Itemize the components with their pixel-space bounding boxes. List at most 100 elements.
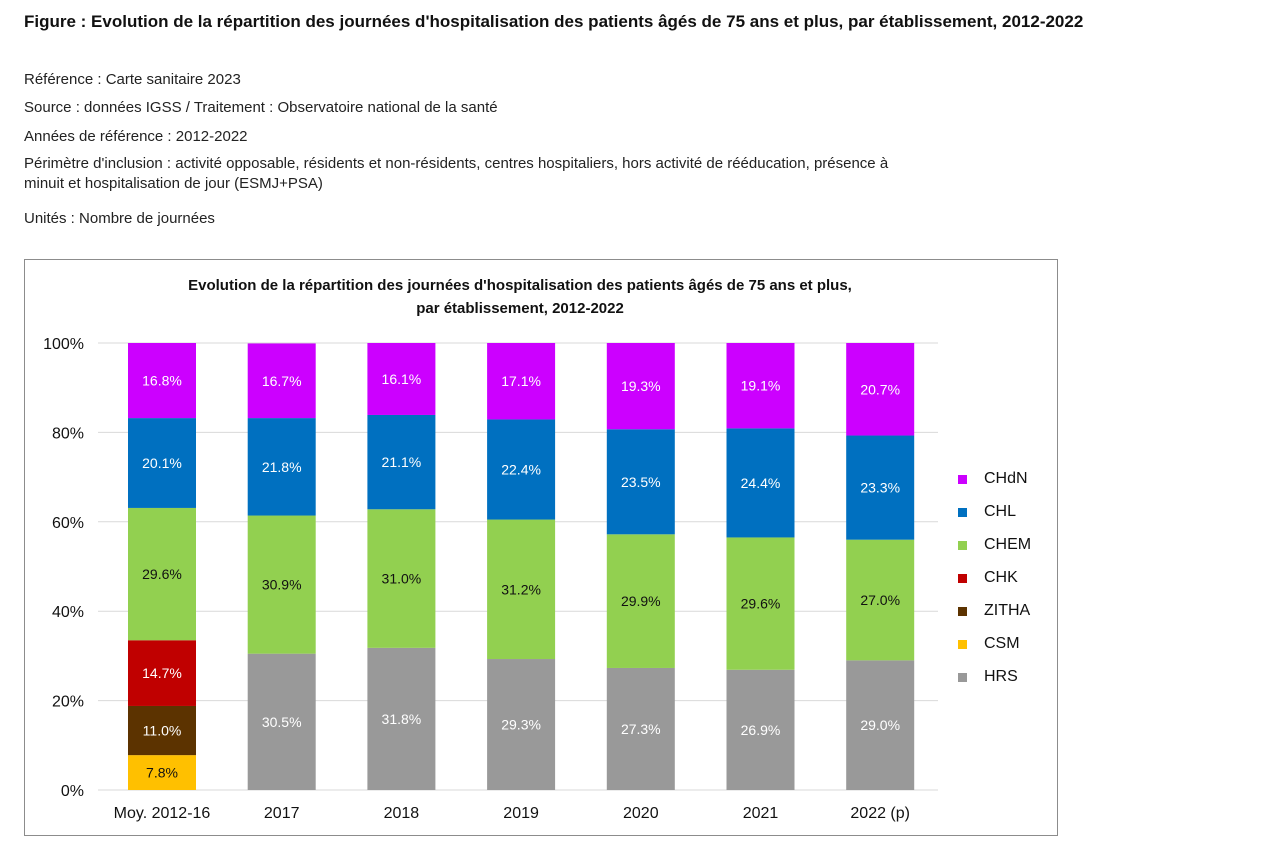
source-text: Source : données IGSS / Traitement : Obs…: [24, 99, 498, 116]
y-axis-ticks: 0% 20% 40% 60% 80% 100%: [43, 336, 84, 800]
perimeter-line-1: Périmètre d'inclusion : activité opposab…: [24, 155, 889, 172]
bar-chem-2022-p: [846, 539, 915, 661]
bar-chdn-2017: [247, 343, 316, 419]
bar-chem-2018: [367, 509, 436, 648]
data-label-hrs-2021: 26.9%: [741, 722, 781, 738]
x-tick-label-2021: 2021: [743, 805, 779, 822]
data-label-chdn-moy-2012-16: 16.8%: [142, 373, 182, 389]
legend-label-hrs: HRS: [984, 668, 1018, 685]
bar-chem-2020: [606, 534, 675, 668]
data-label-hrs-2019: 29.3%: [501, 717, 541, 733]
data-label-chdn-2022-p: 20.7%: [860, 381, 900, 397]
bar-chl-2019: [487, 419, 556, 520]
chart-title-line-2: par établissement, 2012-2022: [416, 300, 624, 317]
data-label-hrs-2022-p: 29.0%: [860, 717, 900, 733]
data-label-chl-2022-p: 23.3%: [860, 480, 900, 496]
data-label-chdn-2020: 19.3%: [621, 378, 661, 394]
legend-swatch-zitha: [958, 607, 967, 616]
reference-text: Référence : Carte sanitaire 2023: [24, 71, 241, 88]
legend-label-chem: CHEM: [984, 536, 1032, 553]
data-label-chl-moy-2012-16: 20.1%: [142, 455, 182, 471]
x-tick-label-moy-2012-16: Moy. 2012-16: [114, 805, 211, 822]
y-tick-label-20: 20%: [52, 694, 84, 711]
data-label-chem-moy-2012-16: 29.6%: [142, 566, 182, 582]
data-label-chdn-2021: 19.1%: [741, 378, 781, 394]
x-tick-label-2017: 2017: [264, 805, 300, 822]
bars: [128, 343, 915, 790]
data-label-chem-2017: 30.9%: [262, 577, 302, 593]
bar-hrs-2020: [606, 667, 675, 790]
data-label-chk-moy-2012-16: 14.7%: [142, 665, 182, 681]
bar-chl-moy-2012-16: [128, 418, 196, 508]
bar-csm-moy-2012-16: [128, 755, 196, 790]
x-axis-ticks: Moy. 2012-16 2017 2018 2019 2020 2021 2022 (p): [114, 805, 910, 822]
legend-swatch-chem: [958, 541, 967, 550]
perimeter-line-2: minuit et hospitalisation de jour (ESMJ+…: [24, 175, 323, 192]
y-tick-label-100: 100%: [43, 336, 84, 353]
data-label-chl-2018: 21.1%: [382, 454, 422, 470]
data-label-zitha-moy-2012-16: 11.0%: [143, 723, 182, 739]
data-label-chem-2022-p: 27.0%: [860, 592, 900, 608]
bar-chem-moy-2012-16: [128, 507, 196, 641]
bar-hrs-2017: [247, 653, 316, 790]
data-label-chdn-2017: 16.7%: [262, 373, 302, 389]
x-tick-label-2018: 2018: [384, 805, 420, 822]
data-label-chem-2020: 29.9%: [621, 593, 661, 609]
data-label-csm-moy-2012-16: 7.8%: [146, 765, 178, 781]
bar-chdn-2019: [487, 343, 556, 420]
bar-chl-2018: [367, 414, 436, 510]
x-tick-label-2022-p: 2022 (p): [850, 805, 910, 822]
bar-chl-2021: [726, 428, 795, 538]
bar-chdn-2022-p: [846, 343, 915, 436]
data-label-chdn-2018: 16.1%: [382, 371, 422, 387]
y-tick-label-40: 40%: [52, 604, 84, 621]
legend-label-zitha: ZITHA: [984, 602, 1031, 619]
bar-chl-2017: [247, 418, 316, 516]
data-label-hrs-2020: 27.3%: [621, 721, 661, 737]
legend-label-chl: CHL: [984, 503, 1017, 520]
bar-chem-2019: [487, 519, 556, 660]
bar-chdn-2020: [606, 343, 675, 430]
legend-swatch-csm: [958, 640, 967, 649]
perimeter-text: Périmètre d'inclusion : activité opposab…: [24, 154, 1124, 194]
legend-swatch-hrs: [958, 673, 967, 682]
bar-chdn-moy-2012-16: [128, 343, 196, 419]
bar-hrs-2022-p: [846, 660, 915, 790]
figure-title: Figure : Evolution de la répartition des…: [24, 12, 1084, 31]
data-label-chdn-2019: 17.1%: [501, 373, 541, 389]
data-label-chl-2019: 22.4%: [501, 462, 541, 478]
y-tick-label-0: 0%: [61, 783, 84, 800]
bar-chem-2017: [247, 515, 316, 654]
data-label-chl-2017: 21.8%: [262, 459, 302, 475]
years-text: Années de référence : 2012-2022: [24, 128, 248, 145]
y-tick-label-60: 60%: [52, 515, 84, 532]
bar-chem-2021: [726, 537, 795, 670]
data-label-hrs-2017: 30.5%: [262, 714, 302, 730]
data-label-chl-2021: 24.4%: [741, 475, 781, 491]
data-label-chem-2018: 31.0%: [382, 571, 422, 587]
bar-chl-2022-p: [846, 435, 915, 540]
chart-title-line-1: Evolution de la répartition des journées…: [188, 277, 852, 294]
legend-label-chdn: CHdN: [984, 470, 1028, 487]
units-text: Unités : Nombre de journées: [24, 210, 215, 227]
bar-chdn-2021: [726, 343, 795, 429]
data-label-chem-2019: 31.2%: [501, 581, 541, 597]
bar-zitha-moy-2012-16: [128, 705, 196, 756]
bar-chl-2020: [606, 429, 675, 535]
bar-hrs-2019: [487, 659, 556, 790]
bar-hrs-2018: [367, 647, 436, 790]
x-tick-label-2019: 2019: [503, 805, 539, 822]
x-tick-label-2020: 2020: [623, 805, 659, 822]
y-tick-label-80: 80%: [52, 425, 84, 442]
legend-swatch-chl: [958, 508, 967, 517]
data-label-hrs-2018: 31.8%: [382, 711, 422, 727]
legend-swatch-chdn: [958, 475, 967, 484]
bar-chk-moy-2012-16: [128, 640, 196, 706]
bar-chdn-2018: [367, 343, 436, 415]
data-label-chl-2020: 23.5%: [621, 474, 661, 490]
legend-label-chk: CHK: [984, 569, 1018, 586]
data-label-chem-2021: 29.6%: [741, 596, 781, 612]
legend-swatch-chk: [958, 574, 967, 583]
bar-hrs-2021: [726, 669, 795, 790]
